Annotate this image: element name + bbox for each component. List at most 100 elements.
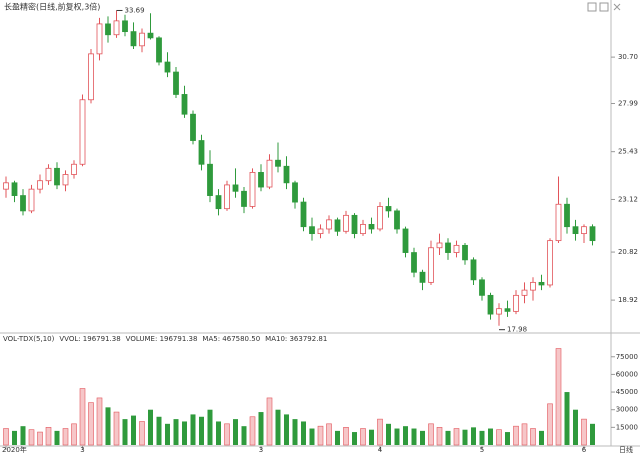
candle-body	[521, 289, 528, 296]
candle-body	[326, 219, 332, 230]
candle-body	[283, 165, 290, 184]
volume-bar	[335, 430, 340, 445]
candle-body	[266, 159, 273, 188]
y-tick-label: 23.12	[618, 195, 638, 203]
volume-bar	[207, 409, 213, 445]
candle-body	[317, 228, 324, 235]
volume-bar	[173, 419, 179, 445]
volume-bar	[581, 418, 587, 446]
candle-body	[368, 223, 375, 230]
candle-body	[45, 167, 52, 182]
candle-body	[62, 174, 69, 186]
candle-body	[156, 37, 162, 63]
candle-body	[37, 180, 43, 190]
volume-bar	[54, 430, 60, 445]
candle-body	[241, 190, 247, 207]
volume-header: VOL-TDX(5,10)	[3, 335, 55, 343]
volume-bar	[284, 414, 289, 445]
volume-header: VOLUME: 196791.38	[126, 335, 198, 343]
volume-bar	[131, 415, 136, 445]
candle-body	[105, 23, 111, 36]
high-label: 33.69	[125, 6, 145, 14]
volume-bar	[394, 428, 400, 445]
volume-header: MA10: 363792.81	[265, 335, 327, 343]
candle-body	[419, 271, 426, 283]
y-tick-label: 25.43	[618, 148, 638, 156]
candle-body	[445, 242, 451, 253]
volume-bar	[453, 428, 460, 446]
volume-bar	[96, 397, 103, 446]
volume-bar	[403, 426, 408, 445]
candle-body	[79, 99, 86, 165]
candle-body	[11, 182, 18, 196]
volume-bar	[352, 432, 357, 445]
volume-bar	[233, 419, 238, 445]
window-buttons[interactable]	[587, 2, 621, 12]
volume-header: VVOL: 196791.38	[59, 335, 120, 343]
volume-bar	[258, 412, 264, 445]
candle-body	[564, 203, 570, 228]
volume-bar	[530, 428, 536, 446]
candle-body	[300, 201, 307, 228]
volume-bar	[471, 427, 476, 445]
volume-bar	[20, 426, 26, 445]
volume-bar	[462, 429, 468, 445]
volume-bar	[411, 428, 417, 445]
volume-bar	[564, 392, 570, 445]
volume-bar	[71, 423, 77, 446]
volume-bar	[190, 414, 196, 445]
chart-title: 长盈精密(日线,前复权,3倍)	[4, 2, 100, 12]
volume-bar	[555, 348, 562, 446]
volume-bar	[37, 431, 43, 446]
volume-bar	[317, 425, 324, 446]
candle-body	[28, 188, 35, 212]
volume-bar	[496, 429, 502, 446]
y-tick-label: 18.92	[618, 296, 638, 304]
low-label: 17.98	[507, 326, 527, 334]
volume-bar	[343, 427, 349, 446]
volume-bar	[182, 421, 187, 445]
candle-body	[334, 219, 341, 232]
candle-body	[411, 252, 417, 273]
restore-button[interactable]	[587, 2, 597, 12]
maximize-button[interactable]	[599, 2, 609, 12]
volume-bar	[590, 423, 595, 445]
candle-body	[394, 210, 400, 230]
volume-bar	[292, 419, 298, 445]
candle-body	[3, 182, 9, 190]
candle-body	[113, 20, 120, 36]
candle-body	[453, 244, 460, 253]
volume-bar	[369, 429, 374, 445]
volume-bar	[420, 430, 425, 445]
volume-tick-label: 30000	[616, 406, 638, 414]
volume-tick-label: 60000	[616, 370, 638, 378]
close-button[interactable]	[613, 3, 621, 11]
candle-body	[462, 244, 468, 261]
x-tick-label: 2020年	[2, 445, 27, 454]
candle-body	[538, 281, 545, 286]
x-tick-label: 5	[480, 446, 484, 454]
candle-body	[71, 163, 77, 175]
candle-body	[547, 240, 553, 286]
y-tick-label: 30.70	[618, 53, 638, 61]
candle-body	[581, 226, 587, 235]
candle-body	[249, 172, 256, 207]
volume-bar	[249, 416, 256, 446]
candle-body	[572, 226, 579, 235]
candle-body	[555, 203, 562, 242]
x-tick-label: 4	[378, 446, 383, 454]
volume-bar	[79, 388, 86, 446]
volume-bar	[436, 427, 443, 446]
volume-bar	[45, 427, 52, 446]
volume-tick-label: 75000	[616, 353, 638, 361]
candle-body	[351, 214, 358, 235]
volume-bar	[139, 421, 145, 446]
candle-body	[130, 31, 137, 47]
volume-bar	[241, 426, 247, 445]
candle-body	[207, 163, 213, 196]
y-tick-label: 20.82	[618, 248, 638, 256]
candle-body	[377, 206, 383, 230]
candle-body	[164, 61, 171, 73]
